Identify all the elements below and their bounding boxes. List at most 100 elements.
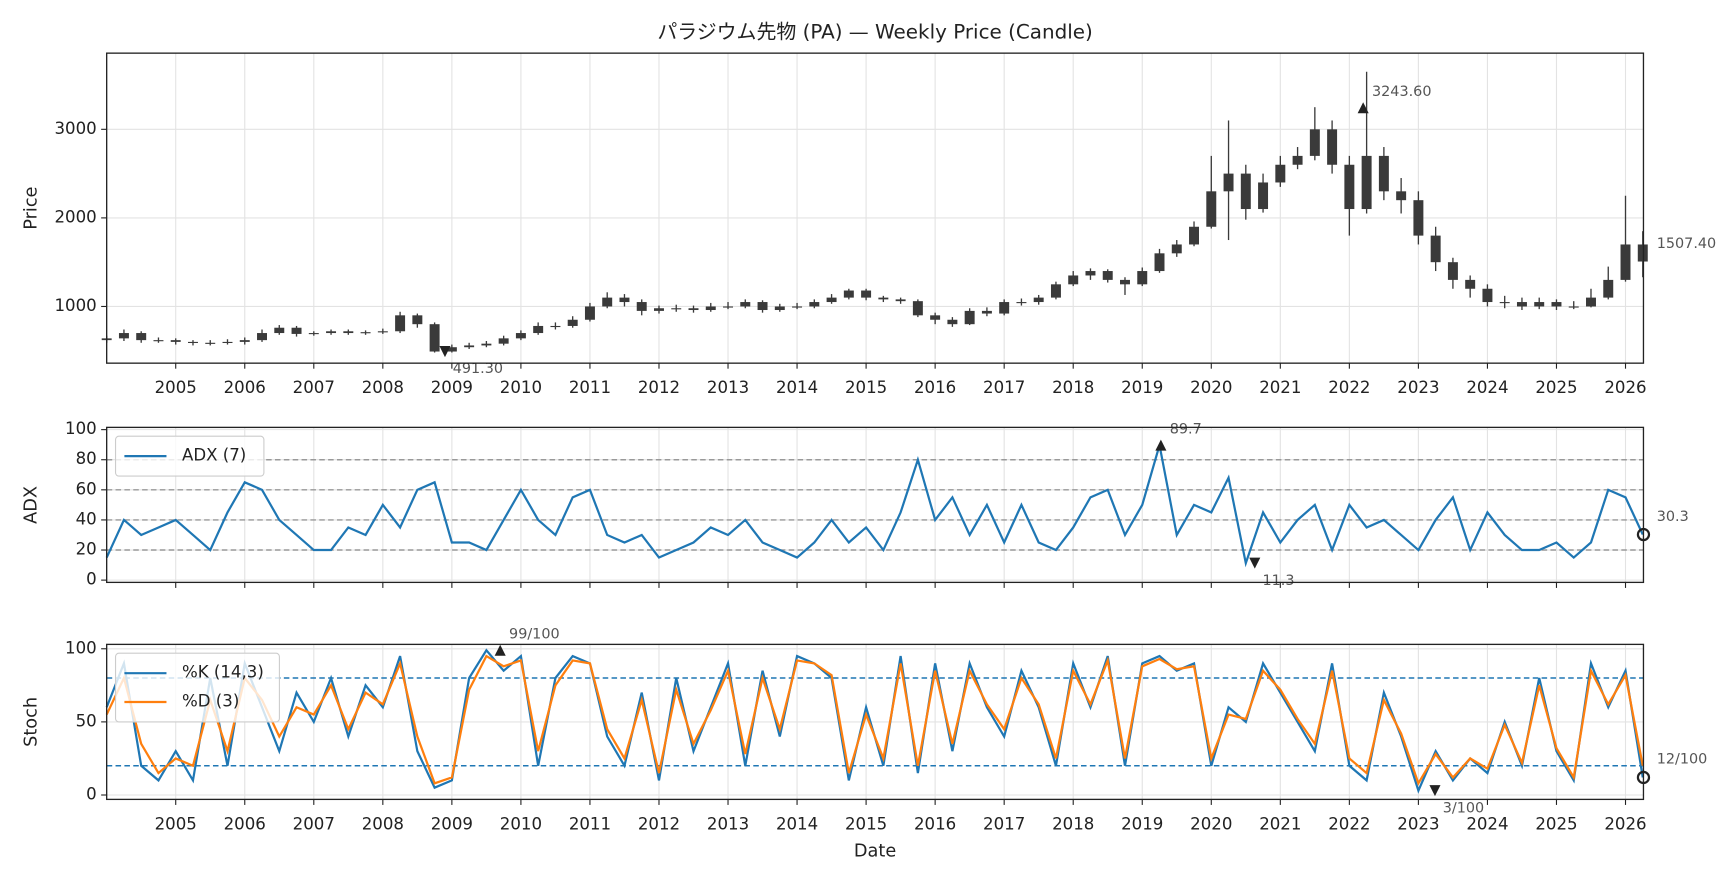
- legend: ADX (7): [114, 435, 265, 477]
- candle-body: [205, 342, 216, 344]
- plot-frame: [106, 426, 1645, 584]
- x-tick-label: 2014: [776, 378, 818, 397]
- candle-body: [1206, 191, 1217, 227]
- candle-body: [567, 319, 578, 326]
- x-tick-label: 2010: [500, 378, 542, 397]
- x-tick-label: 2015: [845, 378, 887, 397]
- y-tick-label: 3000: [54, 119, 96, 138]
- annotation-label: 3/100: [1443, 800, 1484, 816]
- candle-body: [1050, 284, 1061, 298]
- x-tick-label: 2011: [569, 814, 611, 833]
- candle-body: [291, 327, 302, 334]
- candle-body: [377, 331, 388, 333]
- candle-body: [1085, 271, 1096, 276]
- candle-body: [1586, 297, 1596, 307]
- candle-body: [395, 315, 406, 332]
- candle-body: [1258, 182, 1269, 210]
- candle-body: [1223, 173, 1234, 192]
- candle-body: [636, 302, 647, 311]
- candle-body: [118, 333, 129, 339]
- y-tick-label: 20: [76, 540, 97, 559]
- annotation-label: 11.3: [1263, 573, 1295, 589]
- legend-box: [114, 435, 265, 477]
- x-tick-label: 2012: [638, 378, 680, 397]
- x-tick-label: 2006: [224, 378, 266, 397]
- x-tick-label: 2008: [362, 378, 404, 397]
- x-tick-label: 2024: [1466, 378, 1508, 397]
- candle-body: [170, 340, 181, 342]
- candle-body: [1189, 226, 1200, 245]
- y-axis-label: ADX: [21, 486, 41, 524]
- candle-body: [412, 315, 423, 325]
- candle-body: [1620, 244, 1631, 280]
- candle-body: [688, 308, 699, 311]
- legend-label: %D (3): [182, 691, 239, 710]
- x-tick-label: 2010: [500, 814, 542, 833]
- candle-body: [740, 302, 751, 307]
- candle-body: [1102, 271, 1113, 280]
- plot-area: [106, 53, 1644, 364]
- candle-body: [792, 306, 803, 308]
- candle-body: [239, 340, 250, 342]
- x-tick-label: 2021: [1259, 378, 1301, 397]
- candle-body: [1068, 275, 1079, 285]
- candle-body: [360, 332, 371, 334]
- x-tick-label: 2009: [431, 814, 473, 833]
- candle-body: [1016, 302, 1027, 304]
- annotation-label: 12/100: [1657, 752, 1708, 768]
- y-tick-label: 50: [76, 711, 97, 730]
- candle-body: [964, 310, 975, 325]
- y-tick-label: 0: [86, 785, 97, 804]
- x-tick-label: 2025: [1535, 814, 1577, 833]
- plot-area: [106, 427, 1644, 583]
- legend: %K (14,3) %D (3): [114, 652, 280, 723]
- annotation-label: 99/100: [509, 627, 560, 643]
- candle-body: [981, 310, 992, 314]
- series-line: [105, 444, 1644, 568]
- candle-body: [999, 302, 1010, 314]
- y-tick-label: 40: [76, 509, 97, 528]
- x-tick-label: 2026: [1604, 814, 1646, 833]
- candle-body: [1154, 253, 1165, 272]
- x-tick-label: 2014: [776, 814, 818, 833]
- candle-body: [1499, 302, 1510, 304]
- annotation-label: 3243.60: [1372, 84, 1431, 100]
- y-tick-label: 80: [76, 449, 97, 468]
- candle-body: [654, 308, 664, 311]
- candle-body: [1378, 155, 1389, 192]
- candle-body: [187, 341, 198, 344]
- max-marker: [1155, 439, 1167, 451]
- series-line: [105, 654, 1644, 786]
- x-tick-label: 2005: [155, 378, 197, 397]
- candle-body: [584, 306, 595, 320]
- x-tick-label: 2011: [569, 378, 611, 397]
- candle-body: [1344, 164, 1355, 210]
- x-tick-label: 2013: [707, 378, 749, 397]
- x-tick-label: 2021: [1259, 814, 1301, 833]
- candle-body: [671, 308, 682, 310]
- candle-body: [1413, 200, 1424, 236]
- y-tick-label: 60: [76, 479, 97, 498]
- candle-body: [843, 290, 854, 298]
- x-tick-label: 2023: [1397, 814, 1439, 833]
- candle-body: [326, 331, 337, 334]
- x-tick-label: 2007: [293, 814, 335, 833]
- candle-body: [1120, 279, 1130, 285]
- x-tick-label: 2013: [707, 814, 749, 833]
- candle-body: [1240, 173, 1251, 210]
- x-tick-label: 2006: [224, 814, 266, 833]
- x-tick-label: 2022: [1328, 378, 1370, 397]
- candle-body: [153, 340, 164, 342]
- x-tick-label: 2017: [983, 814, 1025, 833]
- candle-body: [1033, 297, 1044, 303]
- chart-title: パラジウム先物 (PA) — Weekly Price (Candle): [657, 21, 1092, 44]
- min-marker: [439, 345, 451, 358]
- candle-body: [498, 338, 509, 344]
- candle-body: [809, 302, 820, 307]
- candle-body: [861, 290, 872, 298]
- x-tick-label: 2018: [1052, 378, 1094, 397]
- candle-body: [1551, 302, 1562, 307]
- x-tick-label: 2012: [638, 814, 680, 833]
- candle-body: [1171, 244, 1182, 254]
